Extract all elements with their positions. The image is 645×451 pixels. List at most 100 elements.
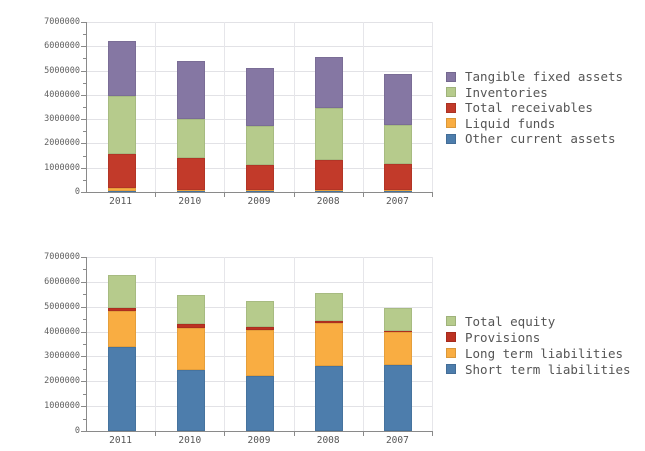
- plot-area: [86, 22, 433, 193]
- y-axis-tick: [83, 418, 86, 420]
- legend-label: Long term liabilities: [465, 345, 624, 361]
- bar-segment: [315, 56, 344, 109]
- bar-segment: [246, 330, 274, 376]
- y-axis-label: 4000000: [44, 326, 80, 337]
- legend: Total equity Provisions Long term liabilit…: [446, 313, 631, 377]
- v-gridline: [293, 257, 295, 431]
- stacked-bar-2008: [315, 22, 344, 192]
- legend-label: Tangible fixed assets: [465, 69, 624, 85]
- legend-swatch-icon: [446, 71, 456, 82]
- stacked-bar-2007: [384, 257, 413, 431]
- y-axis-tick: [83, 58, 86, 60]
- v-gridline: [293, 22, 295, 192]
- x-axis-tick: [155, 432, 157, 436]
- y-axis-tick: [81, 119, 86, 121]
- y-axis-tick: [83, 319, 86, 321]
- legend-swatch-icon: [446, 348, 456, 358]
- y-axis-tick: [83, 294, 86, 296]
- legend-swatch-icon: [446, 133, 456, 144]
- bar-segment: [176, 189, 205, 191]
- bar-segment: [384, 308, 413, 331]
- y-axis-tick: [83, 34, 86, 36]
- bar-segment: [176, 295, 205, 325]
- y-axis-label: 5000000: [44, 65, 80, 76]
- legend-label: Provisions: [465, 329, 541, 345]
- x-axis-label: 2011: [109, 196, 133, 207]
- x-axis-tick: [224, 193, 226, 197]
- bar-segment: [246, 125, 274, 166]
- y-axis-tick: [81, 331, 86, 333]
- y-axis-tick: [83, 107, 86, 108]
- x-axis-label: 2008: [316, 435, 340, 446]
- y-axis-label: 5000000: [44, 301, 80, 312]
- bar-segment: [315, 293, 344, 321]
- bar-segment: [107, 188, 136, 191]
- y-axis-tick: [81, 281, 86, 283]
- bar-segment: [107, 40, 136, 97]
- x-axis-tick: [293, 193, 295, 197]
- y-axis-label: 7000000: [44, 17, 80, 27]
- legend-item: Long term liabilities: [446, 345, 631, 361]
- bar-segment: [315, 190, 344, 191]
- bar-segment: [246, 327, 274, 331]
- bar-segment: [315, 366, 344, 431]
- legend-label: Total equity: [465, 313, 556, 329]
- y-axis-tick: [83, 179, 86, 181]
- v-gridline: [362, 257, 364, 431]
- x-axis-label: 2009: [247, 196, 271, 207]
- y-axis-tick: [81, 381, 86, 383]
- stacked-bar-2008: [315, 257, 344, 431]
- stacked-bar-2010: [176, 22, 205, 192]
- plot-area: [86, 257, 433, 432]
- y-axis-tick: [81, 356, 86, 358]
- bar-segment: [246, 301, 274, 328]
- v-gridline: [362, 22, 364, 192]
- legend-item: Other current assets: [446, 131, 623, 147]
- legend-item: Tangible fixed assets: [446, 69, 623, 85]
- v-gridline: [155, 22, 157, 192]
- x-axis-tick: [293, 432, 295, 436]
- v-gridline: [432, 257, 433, 431]
- bar-segment: [384, 190, 413, 192]
- x-axis-label: 2011: [109, 435, 133, 446]
- y-axis-label: 1000000: [44, 162, 80, 173]
- legend-item: Short term liabilities: [446, 361, 631, 377]
- y-axis-tick: [81, 46, 86, 48]
- bar-segment: [176, 119, 205, 158]
- bar-segment: [246, 190, 274, 191]
- bar-segment: [315, 108, 344, 160]
- legend-swatch-icon: [446, 364, 456, 374]
- legend-swatch-icon: [446, 332, 456, 342]
- y-axis-label: 0: [74, 187, 80, 197]
- bar-segment: [176, 60, 205, 120]
- y-axis-tick: [83, 368, 86, 370]
- h-gridline: [87, 281, 433, 283]
- bar-segment: [384, 331, 413, 365]
- y-axis-tick: [83, 269, 86, 271]
- legend-swatch-icon: [446, 118, 456, 129]
- legend-swatch-icon: [446, 316, 456, 326]
- bar-segment: [246, 190, 274, 192]
- y-axis-tick: [81, 143, 86, 145]
- y-axis-tick: [83, 131, 86, 133]
- h-gridline: [87, 46, 433, 48]
- legend-item: Total equity: [446, 313, 631, 329]
- x-axis-label: 2007: [385, 196, 409, 207]
- h-gridline: [87, 22, 433, 23]
- y-axis-label: 6000000: [44, 41, 80, 52]
- x-axis-label: 2009: [247, 435, 271, 446]
- legend-swatch-icon: [446, 87, 456, 98]
- x-axis-tick: [362, 432, 364, 436]
- y-axis-label: 1000000: [44, 401, 80, 412]
- v-gridline: [432, 22, 433, 192]
- stacked-bar-2007: [384, 22, 413, 192]
- y-axis-label: 2000000: [44, 376, 80, 387]
- y-axis-tick: [81, 431, 86, 432]
- h-gridline: [87, 257, 433, 258]
- bar-segment: [384, 74, 413, 126]
- legend-item: Liquid funds: [446, 116, 623, 132]
- x-axis-label: 2010: [178, 196, 202, 207]
- y-axis-tick: [81, 167, 86, 169]
- bar-segment: [315, 159, 344, 191]
